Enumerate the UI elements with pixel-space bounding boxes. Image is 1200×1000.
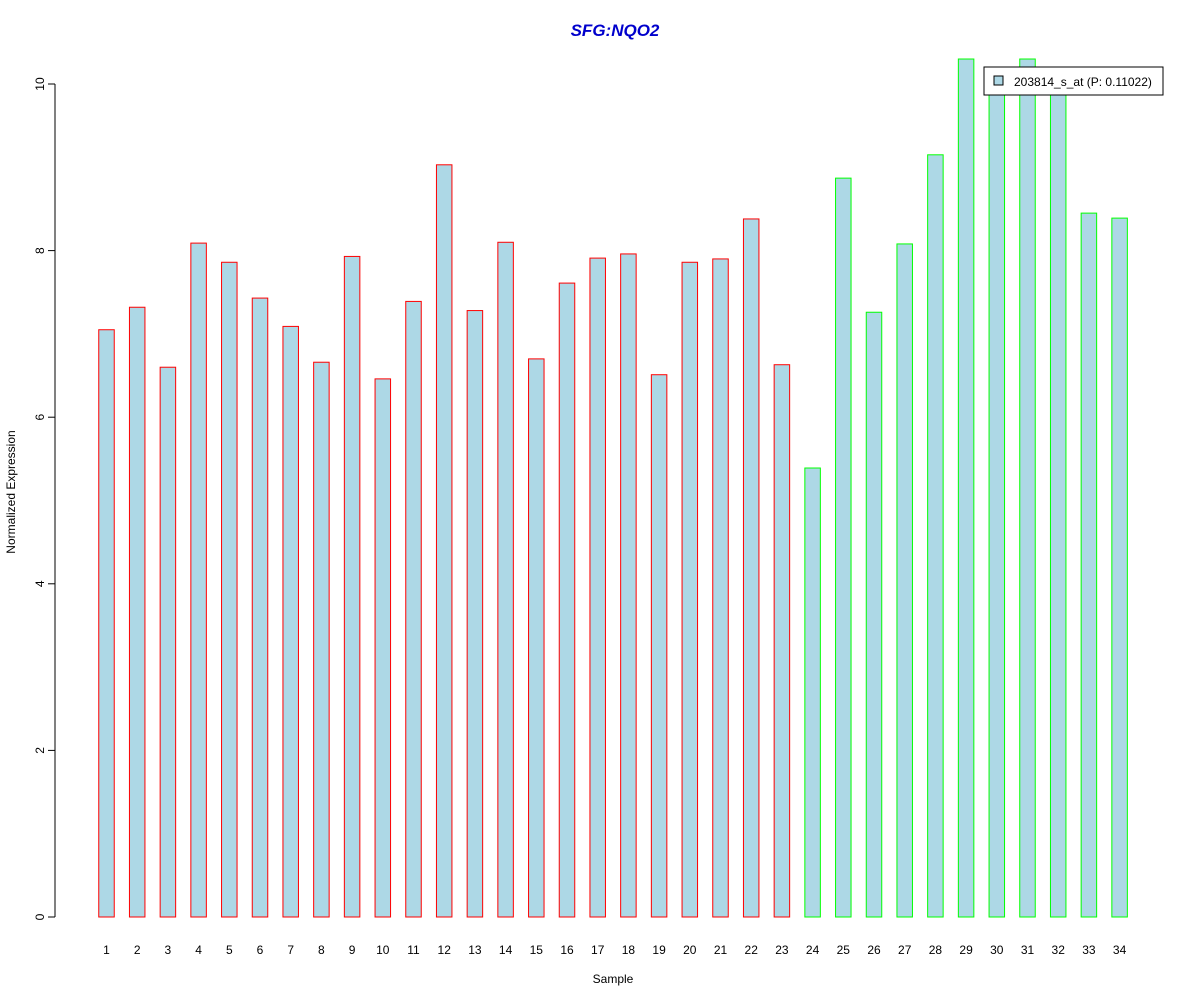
x-tick-label: 14	[499, 943, 513, 957]
bar-sample-24	[804, 467, 821, 918]
x-tick-label: 32	[1052, 943, 1066, 957]
bar-sample-18	[620, 253, 637, 918]
bar-sample-7	[282, 325, 299, 918]
x-tick-label: 31	[1021, 943, 1035, 957]
y-tick-label: 8	[33, 247, 47, 254]
bar-sample-30	[988, 85, 1006, 918]
x-tick-label: 4	[195, 943, 202, 957]
chart-title: SFG:NQO2	[571, 21, 660, 40]
x-tick-label: 17	[591, 943, 605, 957]
bar-sample-4	[190, 242, 207, 918]
bar-sample-31	[1019, 58, 1036, 918]
x-tick-label: 9	[349, 943, 356, 957]
x-tick-label: 7	[287, 943, 294, 957]
x-tick-label: 19	[652, 943, 666, 957]
x-tick-label: 29	[959, 943, 973, 957]
bar-sample-29	[957, 58, 975, 918]
x-tick-label: 3	[165, 943, 172, 957]
x-tick-label: 8	[318, 943, 325, 957]
legend: 203814_s_at (P: 0.11022)	[983, 66, 1164, 96]
x-tick-label: 27	[898, 943, 912, 957]
x-tick-label: 23	[775, 943, 789, 957]
x-tick-label: 24	[806, 943, 820, 957]
x-tick-label: 16	[560, 943, 574, 957]
x-tick-label: 34	[1113, 943, 1127, 957]
legend-box	[983, 66, 1164, 96]
bar-sample-1	[98, 329, 115, 918]
legend-swatch	[993, 75, 1004, 86]
bar-sample-22	[742, 218, 760, 918]
bar-sample-17	[589, 257, 606, 918]
x-tick-label: 26	[867, 943, 881, 957]
bar-sample-16	[558, 282, 576, 918]
x-tick-label: 18	[622, 943, 636, 957]
bar-sample-3	[159, 366, 177, 918]
x-tick-label: 11	[407, 943, 420, 957]
x-tick-label: 1	[103, 943, 110, 957]
x-tick-label: 20	[683, 943, 697, 957]
bar-sample-20	[681, 261, 699, 918]
y-tick-label: 4	[33, 580, 47, 587]
x-tick-label: 28	[929, 943, 943, 957]
y-axis-label: Normalized Expression	[4, 430, 18, 553]
x-tick-label: 12	[438, 943, 452, 957]
bar-sample-19	[650, 374, 668, 918]
x-tick-label: 15	[530, 943, 544, 957]
x-tick-label: 2	[134, 943, 141, 957]
x-tick-label: 25	[837, 943, 851, 957]
x-tick-labels: 1 2 3 4 5 6 7 8 9 10 11 12 13 14 15 16 17 18 19 20 21 22 23 24 2…	[103, 943, 1126, 957]
y-tick-label: 2	[33, 747, 47, 754]
bar-sample-2	[128, 306, 146, 918]
bar-sample-32	[1049, 90, 1067, 918]
bar-sample-25	[835, 177, 852, 918]
bar-sample-28	[927, 154, 944, 918]
x-tick-label: 13	[468, 943, 482, 957]
bar-sample-11	[405, 300, 422, 918]
bar-sample-12	[435, 164, 453, 918]
bar-sample-5	[221, 261, 238, 918]
x-axis-label: Sample	[593, 972, 634, 986]
bar-sample-14	[497, 241, 514, 918]
bar-sample-10	[374, 378, 392, 918]
y-tick-label: 10	[33, 77, 47, 91]
bar-sample-21	[712, 258, 729, 918]
bar-sample-6	[251, 297, 269, 918]
y-tick-label: 6	[33, 414, 47, 421]
bar-sample-13	[466, 310, 484, 918]
legend-label: 203814_s_at (P: 0.11022)	[1014, 75, 1152, 89]
y-tick-label: 0	[33, 913, 47, 920]
bar-sample-8	[313, 361, 330, 918]
x-tick-label: 33	[1082, 943, 1096, 957]
bar-sample-34	[1111, 217, 1128, 918]
bar-sample-26	[865, 311, 883, 918]
x-tick-label: 22	[745, 943, 759, 957]
bar-sample-9	[343, 255, 361, 918]
x-tick-label: 21	[714, 943, 728, 957]
bars-group	[98, 58, 1128, 918]
bar-sample-23	[773, 364, 791, 918]
x-tick-label: 5	[226, 943, 233, 957]
bar-sample-27	[896, 243, 913, 918]
bar-sample-33	[1080, 212, 1098, 918]
bar-sample-15	[528, 358, 545, 918]
x-tick-label: 6	[257, 943, 264, 957]
y-axis: 0 2 4 6 8 10	[33, 77, 56, 920]
x-tick-label: 10	[376, 943, 390, 957]
x-tick-label: 30	[990, 943, 1004, 957]
